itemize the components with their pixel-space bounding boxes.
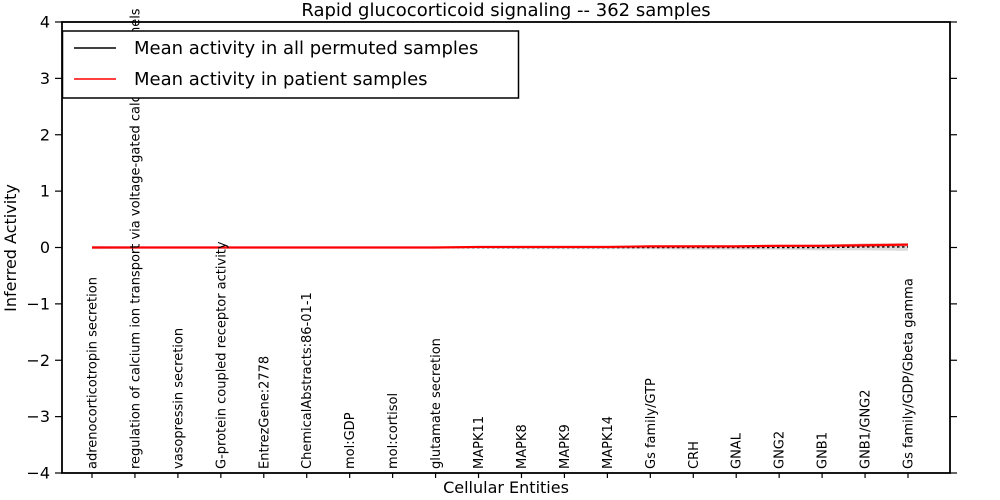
x-tick-label: GNB1 (816, 432, 831, 469)
y-tick-label: −1 (26, 294, 50, 313)
y-tick-label: −2 (26, 351, 50, 370)
x-tick-label: CRH (687, 441, 702, 469)
x-tick-label: mol:cortisol (386, 393, 401, 469)
y-axis-ticks: 4 3 2 1 0 −1 −2 −3 −4 (26, 13, 957, 483)
x-tick-label: Gs family/GDP/Gbeta gamma (902, 278, 917, 469)
y-tick-label: 3 (40, 69, 50, 88)
y-tick-label: 4 (40, 13, 50, 32)
x-tick-label: glutamate secretion (429, 338, 444, 469)
y-tick-label: 1 (40, 182, 50, 201)
y-tick-label: −4 (26, 464, 50, 483)
x-tick-label: MAPK8 (515, 424, 530, 469)
y-tick-label: −3 (26, 407, 50, 426)
y-tick-label: 2 (40, 125, 50, 144)
x-tick-label: ChemicalAbstracts:86-01-1 (300, 292, 315, 469)
data-series (92, 243, 909, 249)
x-tick-label: GNAL (730, 432, 745, 469)
x-tick-label: GNB1/GNG2 (859, 389, 874, 469)
x-tick-label: MAPK14 (601, 416, 616, 469)
x-tick-label: mol:GDP (343, 412, 358, 469)
legend-label-permuted: Mean activity in all permuted samples (134, 38, 478, 59)
x-tick-label: Gs family/GTP (644, 378, 659, 469)
chart-title: Rapid glucocorticoid signaling -- 362 sa… (301, 0, 710, 21)
x-axis-ticks: adrenocorticotropin secretion regulation … (86, 8, 917, 478)
y-axis-label: Inferred Activity (1, 184, 20, 312)
x-tick-label: MAPK9 (558, 424, 573, 469)
x-tick-label: regulation of calcium ion transport via … (128, 8, 143, 469)
x-tick-label: vasopressin secretion (171, 328, 186, 469)
x-tick-label: MAPK11 (472, 416, 487, 469)
legend-label-patient: Mean activity in patient samples (134, 69, 428, 90)
y-tick-label: 0 (40, 238, 50, 257)
x-tick-label: G-protein coupled receptor activity (214, 241, 229, 469)
legend: Mean activity in all permuted samples Me… (61, 30, 520, 99)
x-tick-label: adrenocorticotropin secretion (86, 277, 101, 469)
x-tick-label: EntrezGene:2778 (257, 356, 272, 469)
x-tick-label: GNG2 (773, 431, 788, 469)
legend-box (61, 30, 520, 99)
x-axis-label: Cellular Entities (443, 478, 569, 497)
series-line (92, 243, 909, 249)
